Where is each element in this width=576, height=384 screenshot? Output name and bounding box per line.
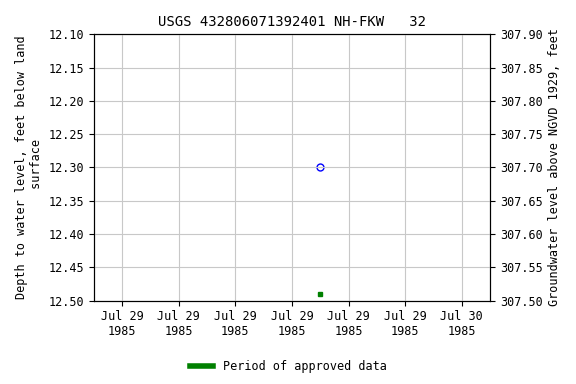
Title: USGS 432806071392401 NH-FKW   32: USGS 432806071392401 NH-FKW 32 — [158, 15, 426, 29]
Legend: Period of approved data: Period of approved data — [185, 356, 391, 378]
Y-axis label: Groundwater level above NGVD 1929, feet: Groundwater level above NGVD 1929, feet — [548, 28, 561, 306]
Y-axis label: Depth to water level, feet below land
 surface: Depth to water level, feet below land su… — [15, 36, 43, 299]
